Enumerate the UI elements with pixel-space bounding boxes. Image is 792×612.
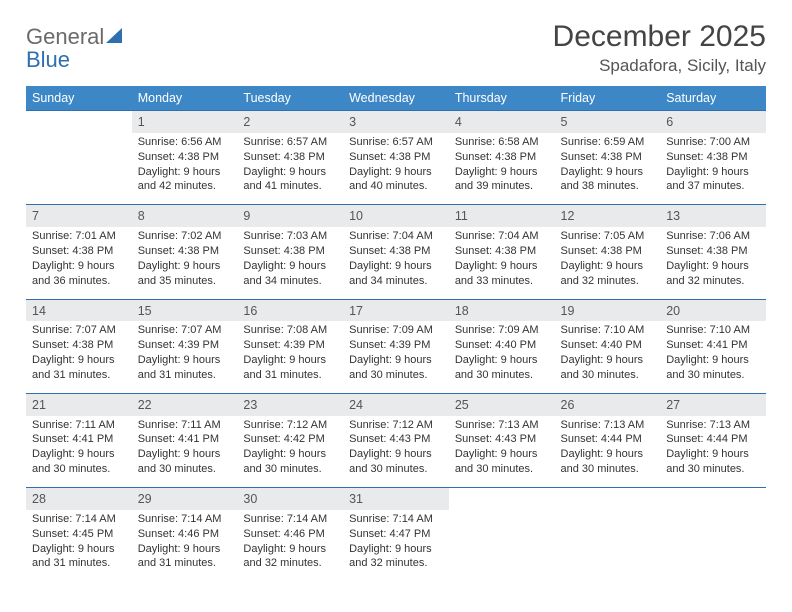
day-number-cell: 19 bbox=[555, 299, 661, 321]
day-number-cell: 31 bbox=[343, 488, 449, 510]
brand-text: General Blue bbox=[26, 26, 126, 72]
day-detail-cell bbox=[555, 510, 661, 581]
title-block: December 2025 Spadafora, Sicily, Italy bbox=[553, 20, 766, 76]
day-number-cell: 29 bbox=[132, 488, 238, 510]
weekday-header: Sunday bbox=[26, 86, 132, 111]
day-detail-cell: Sunrise: 7:06 AMSunset: 4:38 PMDaylight:… bbox=[660, 227, 766, 299]
day-number-cell: 15 bbox=[132, 299, 238, 321]
calendar-table: SundayMondayTuesdayWednesdayThursdayFrid… bbox=[26, 86, 766, 581]
weekday-header-row: SundayMondayTuesdayWednesdayThursdayFrid… bbox=[26, 86, 766, 111]
day-number-cell: 28 bbox=[26, 488, 132, 510]
day-detail-cell: Sunrise: 7:10 AMSunset: 4:41 PMDaylight:… bbox=[660, 321, 766, 393]
calendar-page: General Blue December 2025 Spadafora, Si… bbox=[0, 0, 792, 581]
day-detail-cell bbox=[449, 510, 555, 581]
day-detail-row: Sunrise: 7:07 AMSunset: 4:38 PMDaylight:… bbox=[26, 321, 766, 393]
day-detail-cell: Sunrise: 7:14 AMSunset: 4:47 PMDaylight:… bbox=[343, 510, 449, 581]
day-detail-cell: Sunrise: 7:14 AMSunset: 4:46 PMDaylight:… bbox=[132, 510, 238, 581]
day-detail-row: Sunrise: 6:56 AMSunset: 4:38 PMDaylight:… bbox=[26, 133, 766, 205]
day-number-cell: 21 bbox=[26, 393, 132, 415]
day-number-cell: 14 bbox=[26, 299, 132, 321]
day-detail-row: Sunrise: 7:14 AMSunset: 4:45 PMDaylight:… bbox=[26, 510, 766, 581]
day-number-cell: 12 bbox=[555, 205, 661, 227]
day-number-cell: 26 bbox=[555, 393, 661, 415]
header: General Blue December 2025 Spadafora, Si… bbox=[26, 20, 766, 76]
day-detail-cell: Sunrise: 6:57 AMSunset: 4:38 PMDaylight:… bbox=[237, 133, 343, 205]
weekday-header: Thursday bbox=[449, 86, 555, 111]
brand-part1: General bbox=[26, 24, 104, 49]
day-detail-cell: Sunrise: 7:09 AMSunset: 4:40 PMDaylight:… bbox=[449, 321, 555, 393]
day-number-cell: 30 bbox=[237, 488, 343, 510]
location-label: Spadafora, Sicily, Italy bbox=[553, 56, 766, 76]
day-number-row: 28293031 bbox=[26, 488, 766, 510]
day-detail-cell bbox=[26, 133, 132, 205]
day-detail-cell: Sunrise: 7:10 AMSunset: 4:40 PMDaylight:… bbox=[555, 321, 661, 393]
brand-part2: Blue bbox=[26, 47, 70, 72]
day-number-row: 78910111213 bbox=[26, 205, 766, 227]
day-detail-cell: Sunrise: 7:07 AMSunset: 4:38 PMDaylight:… bbox=[26, 321, 132, 393]
day-detail-cell: Sunrise: 6:59 AMSunset: 4:38 PMDaylight:… bbox=[555, 133, 661, 205]
day-number-cell: 20 bbox=[660, 299, 766, 321]
brand-logo: General Blue bbox=[26, 20, 126, 72]
day-detail-cell: Sunrise: 7:11 AMSunset: 4:41 PMDaylight:… bbox=[26, 416, 132, 488]
day-detail-cell: Sunrise: 7:13 AMSunset: 4:44 PMDaylight:… bbox=[555, 416, 661, 488]
day-number-cell: 8 bbox=[132, 205, 238, 227]
day-number-cell: 1 bbox=[132, 111, 238, 133]
day-number-cell: 24 bbox=[343, 393, 449, 415]
day-number-cell: 16 bbox=[237, 299, 343, 321]
day-detail-cell: Sunrise: 7:14 AMSunset: 4:45 PMDaylight:… bbox=[26, 510, 132, 581]
day-detail-cell bbox=[660, 510, 766, 581]
day-detail-cell: Sunrise: 7:01 AMSunset: 4:38 PMDaylight:… bbox=[26, 227, 132, 299]
day-number-cell: 18 bbox=[449, 299, 555, 321]
day-detail-cell: Sunrise: 7:13 AMSunset: 4:44 PMDaylight:… bbox=[660, 416, 766, 488]
day-number-cell: 10 bbox=[343, 205, 449, 227]
day-detail-cell: Sunrise: 6:56 AMSunset: 4:38 PMDaylight:… bbox=[132, 133, 238, 205]
day-detail-cell: Sunrise: 7:12 AMSunset: 4:42 PMDaylight:… bbox=[237, 416, 343, 488]
day-detail-row: Sunrise: 7:01 AMSunset: 4:38 PMDaylight:… bbox=[26, 227, 766, 299]
day-number-cell: 27 bbox=[660, 393, 766, 415]
day-detail-cell: Sunrise: 7:07 AMSunset: 4:39 PMDaylight:… bbox=[132, 321, 238, 393]
day-number-cell: 13 bbox=[660, 205, 766, 227]
day-number-cell: 6 bbox=[660, 111, 766, 133]
day-detail-cell: Sunrise: 6:58 AMSunset: 4:38 PMDaylight:… bbox=[449, 133, 555, 205]
day-detail-cell: Sunrise: 7:08 AMSunset: 4:39 PMDaylight:… bbox=[237, 321, 343, 393]
day-number-cell: 7 bbox=[26, 205, 132, 227]
day-number-row: 21222324252627 bbox=[26, 393, 766, 415]
weekday-header: Tuesday bbox=[237, 86, 343, 111]
day-detail-cell: Sunrise: 7:14 AMSunset: 4:46 PMDaylight:… bbox=[237, 510, 343, 581]
day-detail-cell: Sunrise: 6:57 AMSunset: 4:38 PMDaylight:… bbox=[343, 133, 449, 205]
day-detail-cell: Sunrise: 7:03 AMSunset: 4:38 PMDaylight:… bbox=[237, 227, 343, 299]
weekday-header: Wednesday bbox=[343, 86, 449, 111]
weekday-header: Saturday bbox=[660, 86, 766, 111]
day-number-cell: 23 bbox=[237, 393, 343, 415]
day-detail-cell: Sunrise: 7:04 AMSunset: 4:38 PMDaylight:… bbox=[343, 227, 449, 299]
day-detail-cell: Sunrise: 7:13 AMSunset: 4:43 PMDaylight:… bbox=[449, 416, 555, 488]
brand-sail-icon bbox=[106, 28, 126, 44]
day-number-cell: 2 bbox=[237, 111, 343, 133]
day-number-row: 123456 bbox=[26, 111, 766, 133]
day-detail-cell: Sunrise: 7:11 AMSunset: 4:41 PMDaylight:… bbox=[132, 416, 238, 488]
day-number-cell: 3 bbox=[343, 111, 449, 133]
day-number-cell: 17 bbox=[343, 299, 449, 321]
day-detail-cell: Sunrise: 7:02 AMSunset: 4:38 PMDaylight:… bbox=[132, 227, 238, 299]
day-number-cell: 11 bbox=[449, 205, 555, 227]
weekday-header: Monday bbox=[132, 86, 238, 111]
weekday-header: Friday bbox=[555, 86, 661, 111]
day-number-cell bbox=[660, 488, 766, 510]
day-detail-cell: Sunrise: 7:05 AMSunset: 4:38 PMDaylight:… bbox=[555, 227, 661, 299]
day-detail-cell: Sunrise: 7:12 AMSunset: 4:43 PMDaylight:… bbox=[343, 416, 449, 488]
day-number-cell: 22 bbox=[132, 393, 238, 415]
day-number-cell bbox=[26, 111, 132, 133]
day-number-cell: 25 bbox=[449, 393, 555, 415]
day-number-row: 14151617181920 bbox=[26, 299, 766, 321]
day-number-cell: 5 bbox=[555, 111, 661, 133]
day-number-cell: 9 bbox=[237, 205, 343, 227]
day-detail-cell: Sunrise: 7:00 AMSunset: 4:38 PMDaylight:… bbox=[660, 133, 766, 205]
day-number-cell bbox=[555, 488, 661, 510]
day-detail-cell: Sunrise: 7:09 AMSunset: 4:39 PMDaylight:… bbox=[343, 321, 449, 393]
month-title: December 2025 bbox=[553, 20, 766, 54]
day-detail-row: Sunrise: 7:11 AMSunset: 4:41 PMDaylight:… bbox=[26, 416, 766, 488]
day-number-cell: 4 bbox=[449, 111, 555, 133]
day-detail-cell: Sunrise: 7:04 AMSunset: 4:38 PMDaylight:… bbox=[449, 227, 555, 299]
day-number-cell bbox=[449, 488, 555, 510]
